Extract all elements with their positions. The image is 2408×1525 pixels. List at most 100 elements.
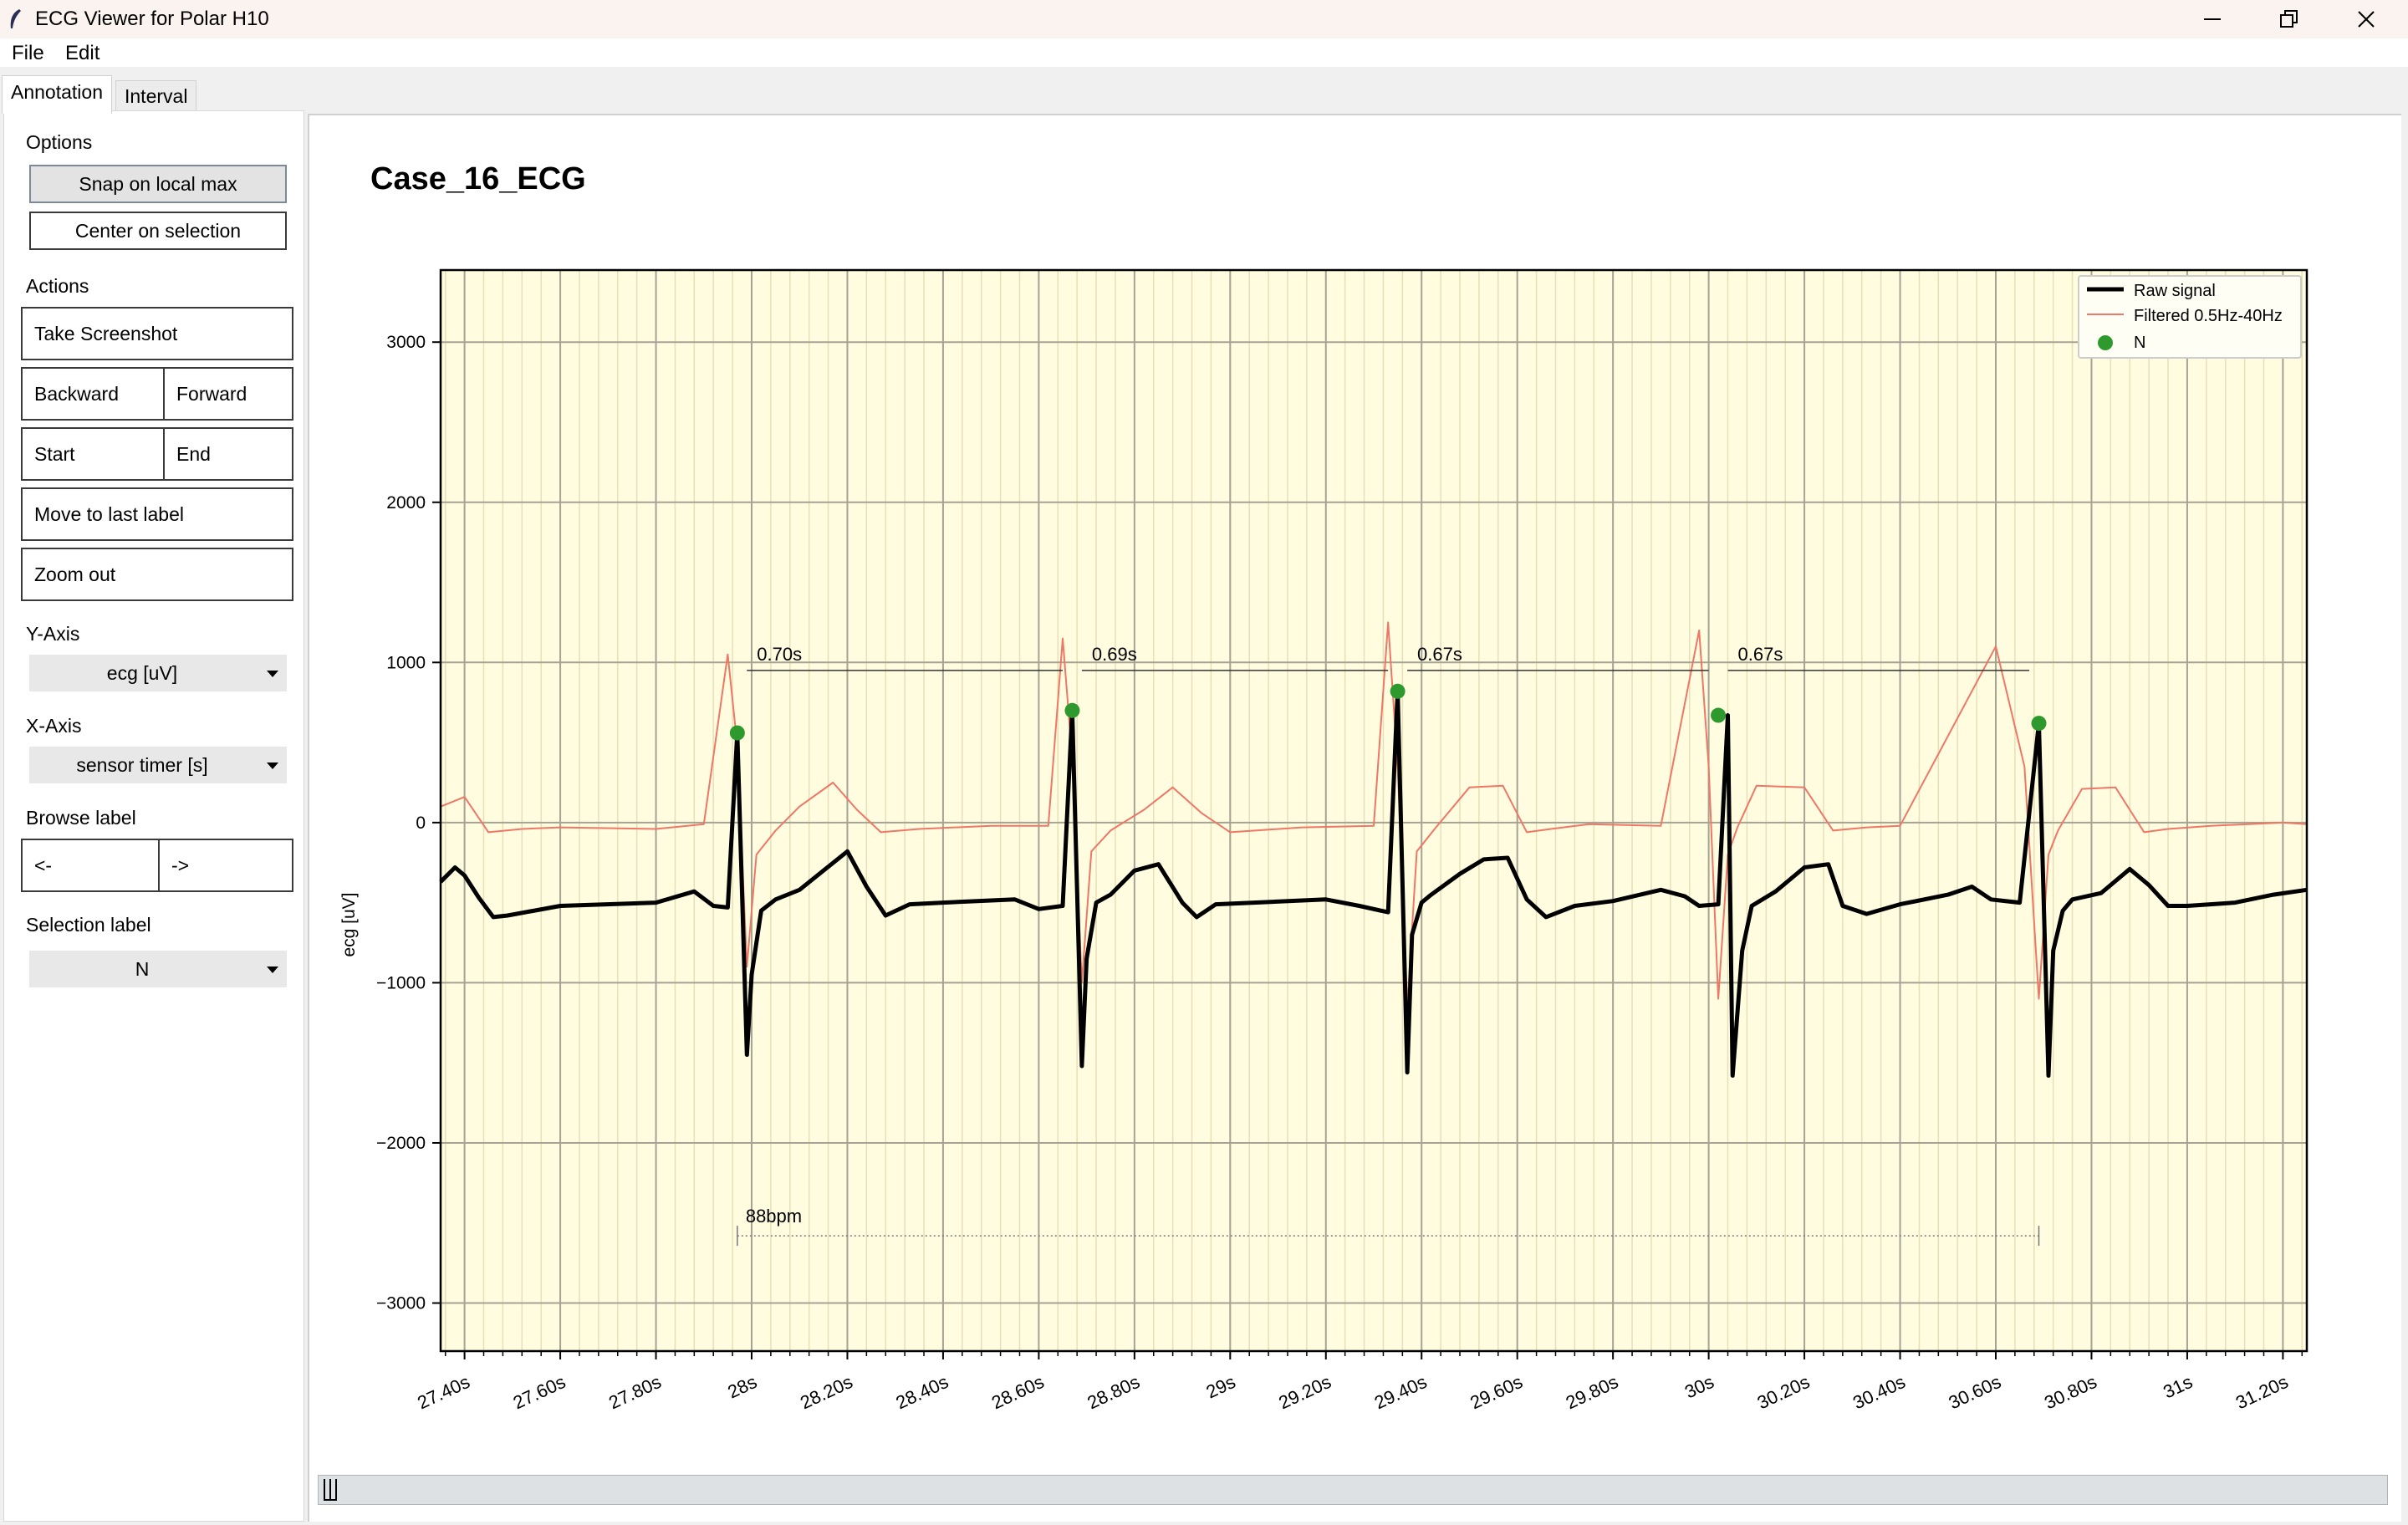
browse-next-button[interactable]: ->	[158, 839, 293, 892]
x-tick-label: 29s	[1203, 1371, 1239, 1403]
r-peak-marker[interactable]	[1390, 683, 1406, 699]
options-heading: Options	[26, 131, 93, 153]
r-peak-marker[interactable]	[729, 725, 745, 741]
menu-file[interactable]: File	[12, 42, 44, 64]
x-tick-label: 29.80s	[1563, 1371, 1621, 1414]
x-tick-label: 27.60s	[510, 1371, 569, 1414]
snap-label: Snap on local max	[79, 172, 237, 195]
window-title: ECG Viewer for Polar H10	[35, 8, 269, 30]
forward-button[interactable]: Forward	[163, 367, 293, 421]
forward-label: Forward	[176, 382, 247, 405]
y-tick-label: −3000	[376, 1294, 426, 1313]
actions-heading: Actions	[26, 275, 89, 297]
x-tick-label: 28.20s	[797, 1371, 855, 1414]
x-tick-label: 29.60s	[1467, 1371, 1525, 1414]
y-tick-label: 3000	[386, 333, 426, 352]
x-tick-label: 28s	[724, 1371, 760, 1403]
y-tick-label: 1000	[386, 653, 426, 672]
legend-filtered-label: Filtered 0.5Hz-40Hz	[2134, 307, 2283, 325]
chevron-down-icon	[267, 671, 278, 677]
feather-icon	[10, 9, 21, 28]
y-axis-select[interactable]: ecg [uV]	[29, 655, 287, 691]
screenshot-label: Take Screenshot	[34, 322, 178, 344]
close-icon	[2358, 11, 2375, 28]
legend-raw-label: Raw signal	[2134, 282, 2216, 300]
menu-edit[interactable]: Edit	[65, 42, 100, 64]
menu-bar: File Edit	[0, 38, 2408, 67]
center-label: Center on selection	[74, 219, 242, 242]
x-axis-heading: X-Axis	[26, 715, 82, 737]
chevron-down-icon	[267, 762, 278, 769]
r-peak-marker[interactable]	[1711, 707, 1727, 723]
legend-peak-label: N	[2134, 334, 2145, 352]
backward-button[interactable]: Backward	[21, 367, 165, 421]
selection-label-heading: Selection label	[26, 914, 151, 936]
x-axis-value: sensor timer [s]	[76, 754, 208, 776]
browse-prev-button[interactable]: <-	[21, 839, 160, 892]
chevron-down-icon	[267, 967, 278, 973]
control-panel: Options Snap on local max Center on sele…	[3, 110, 304, 1522]
start-button[interactable]: Start	[21, 427, 165, 481]
x-tick-label: 30.20s	[1754, 1371, 1813, 1414]
time-scrollbar[interactable]	[318, 1475, 2388, 1505]
take-screenshot-button[interactable]: Take Screenshot	[21, 307, 293, 360]
x-tick-label: 27.80s	[605, 1371, 664, 1414]
plot-frame	[439, 268, 2309, 1353]
r-peak-marker[interactable]	[1064, 702, 1080, 718]
x-tick-label: 30s	[1681, 1371, 1717, 1403]
r-peak-marker[interactable]	[2031, 716, 2047, 732]
x-tick-label: 31.20s	[2232, 1371, 2291, 1414]
end-button[interactable]: End	[163, 427, 293, 481]
y-tick-label: 2000	[386, 493, 426, 513]
chart-title: Case_16_ECG	[370, 161, 586, 196]
minimize-icon	[2204, 18, 2221, 20]
browse-prev-label: <-	[34, 854, 53, 876]
legend: Raw signal Filtered 0.5Hz-40Hz N	[2078, 275, 2302, 359]
y-axis-heading: Y-Axis	[26, 623, 80, 645]
y-tick-label: −1000	[376, 973, 426, 992]
snap-local-max-button[interactable]: Snap on local max	[29, 165, 287, 203]
y-tick-label: −2000	[376, 1134, 426, 1153]
restore-button[interactable]	[2251, 0, 2328, 38]
close-button[interactable]	[2328, 0, 2405, 38]
title-bar: ECG Viewer for Polar H10	[0, 0, 2408, 38]
browse-next-label: ->	[171, 854, 190, 876]
legend-peak-swatch	[2098, 335, 2113, 350]
scrollbar-handle[interactable]	[324, 1479, 337, 1501]
rr-interval-label: 0.67s	[1738, 644, 1783, 665]
x-tick-label: 28.80s	[1084, 1371, 1143, 1414]
bpm-label: 88bpm	[746, 1206, 802, 1227]
tab-annotation[interactable]: Annotation	[2, 75, 112, 114]
y-axis-value: ecg [uV]	[106, 662, 178, 684]
y-tick-label: 0	[416, 814, 426, 833]
x-tick-label: 28.60s	[988, 1371, 1047, 1414]
start-label: Start	[34, 442, 75, 465]
x-tick-label: 29.40s	[1371, 1371, 1430, 1414]
rr-interval-label: 0.69s	[1092, 644, 1137, 665]
selection-label-value: N	[135, 958, 150, 980]
x-tick-label: 27.40s	[414, 1371, 472, 1414]
tab-interval[interactable]: Interval	[115, 80, 197, 112]
minimize-button[interactable]	[2174, 0, 2251, 38]
tab-bar: Annotation Interval	[0, 70, 2408, 114]
x-tick-label: 31s	[2160, 1371, 2196, 1403]
ecg-chart[interactable]: Case_16_ECG ecg [uV] 27.40s 27.60s 27.80s 2…	[308, 114, 2398, 1468]
last-label-text: Move to last label	[34, 502, 184, 525]
browse-label-heading: Browse label	[26, 807, 136, 829]
x-tick-label: 30.60s	[1946, 1371, 2004, 1414]
zoom-out-button[interactable]: Zoom out	[21, 548, 293, 601]
x-axis-select[interactable]: sensor timer [s]	[29, 747, 287, 783]
rr-interval-label: 0.70s	[757, 644, 802, 665]
x-tick-label: 30.80s	[2041, 1371, 2099, 1414]
zoom-label: Zoom out	[34, 563, 116, 585]
restore-icon	[2280, 10, 2298, 28]
x-tick-label: 29.20s	[1275, 1371, 1334, 1414]
end-label: End	[176, 442, 211, 465]
move-to-last-label-button[interactable]: Move to last label	[21, 487, 293, 541]
y-axis-label: ecg [uV]	[339, 892, 359, 956]
center-selection-button[interactable]: Center on selection	[29, 212, 287, 250]
x-tick-label: 28.40s	[893, 1371, 951, 1414]
x-tick-label: 30.40s	[1849, 1371, 1908, 1414]
selection-label-select[interactable]: N	[29, 951, 287, 987]
